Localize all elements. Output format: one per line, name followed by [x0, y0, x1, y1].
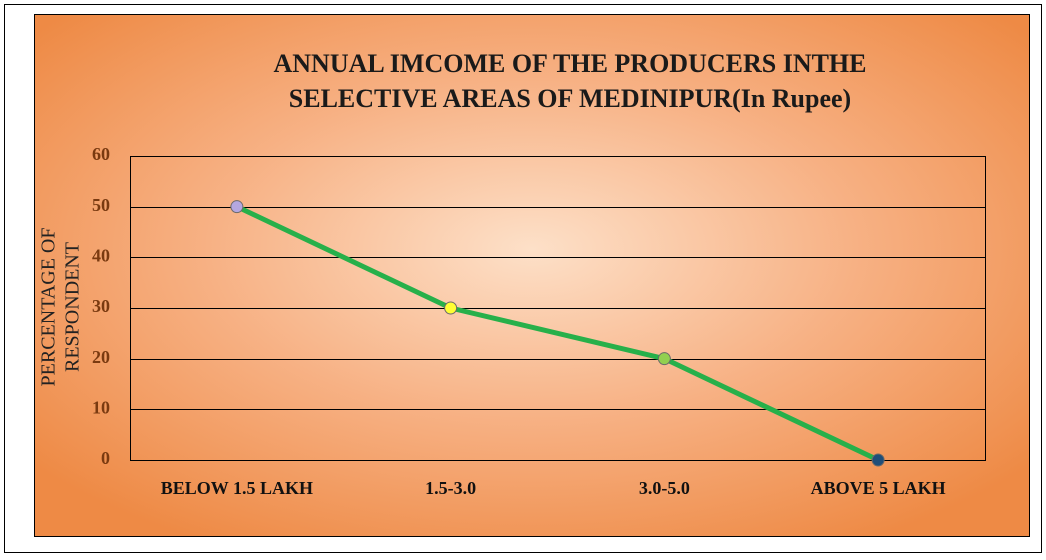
y-axis-label: RESPONDENT: [62, 242, 84, 372]
y-tick-label: 50: [92, 195, 110, 215]
series-line: [235, 204, 880, 463]
y-tick-label: 0: [101, 448, 110, 468]
chart-title: SELECTIVE AREAS OF MEDINIPUR(In Rupee): [289, 84, 851, 113]
y-axis-label: PERCENTAGE OF: [38, 228, 60, 387]
y-tick-label: 60: [92, 144, 110, 164]
y-tick-label: 40: [92, 245, 110, 265]
chart-title: ANNUAL IMCOME OF THE PRODUCERS INTHE: [274, 49, 867, 78]
chart-panel: [34, 14, 1030, 537]
y-tick-label: 10: [92, 397, 110, 417]
y-tick-label: 20: [92, 347, 110, 367]
x-tick-label: 1.5-3.0: [425, 478, 476, 498]
data-point: [657, 352, 671, 366]
x-tick-label: ABOVE 5 LAKH: [811, 478, 946, 498]
x-tick-label: 3.0-5.0: [639, 478, 690, 498]
y-tick-label: 30: [92, 296, 110, 316]
data-point: [230, 200, 244, 214]
x-tick-label: BELOW 1.5 LAKH: [161, 478, 313, 498]
data-point: [444, 301, 458, 315]
data-point: [871, 453, 885, 467]
